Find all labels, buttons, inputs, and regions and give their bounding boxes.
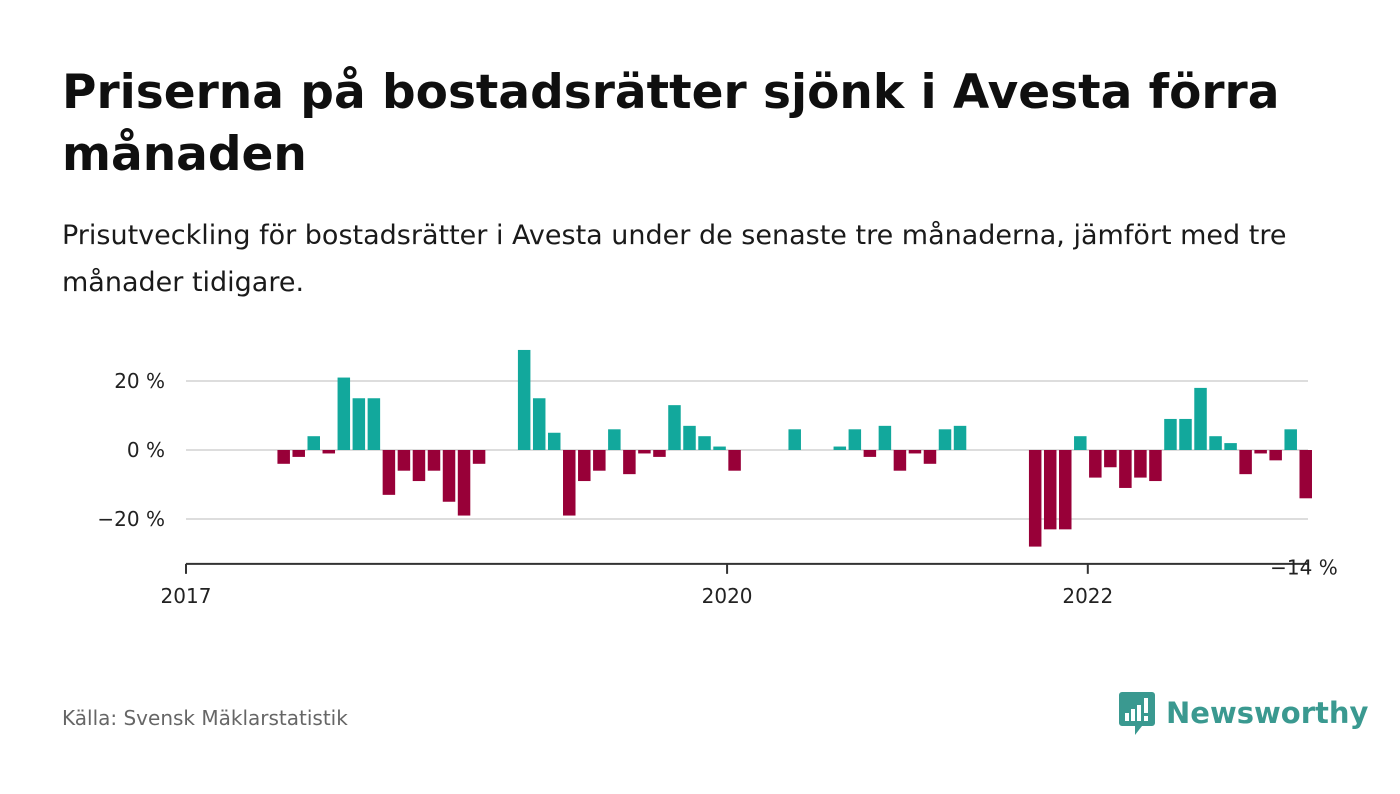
bar <box>307 436 320 450</box>
x-axis <box>185 562 1308 574</box>
bar <box>938 429 952 450</box>
bar <box>833 446 847 450</box>
bar <box>563 450 576 516</box>
x-tick-label: 2017 <box>161 584 212 608</box>
y-tick-label: 0 % <box>127 438 165 462</box>
bar <box>1043 450 1057 530</box>
bar <box>653 450 666 457</box>
bar <box>698 436 711 450</box>
bar <box>292 450 305 457</box>
bars <box>277 349 1312 547</box>
bar <box>1074 436 1087 450</box>
bar <box>1239 450 1252 475</box>
bar <box>457 450 471 516</box>
bar <box>863 450 877 457</box>
bar <box>337 377 351 450</box>
bar <box>1299 450 1312 499</box>
bar <box>547 432 561 450</box>
bar <box>923 450 937 464</box>
bar <box>728 450 741 471</box>
bar <box>953 425 967 450</box>
bar <box>578 450 591 482</box>
bar <box>1269 450 1282 461</box>
bar <box>1209 436 1222 450</box>
x-tick-label: 2022 <box>1062 584 1113 608</box>
bar <box>1089 450 1102 478</box>
bar <box>532 398 546 450</box>
bar <box>367 398 381 450</box>
bar <box>1194 387 1207 450</box>
tick-labels: 20 % 0 % −20 % −14 % 2017 2020 2022 <box>97 369 1337 608</box>
bar <box>1119 450 1132 488</box>
bar <box>352 398 366 450</box>
bar <box>623 450 636 475</box>
bar <box>1059 450 1072 530</box>
bar <box>1104 450 1117 468</box>
bar <box>322 450 336 454</box>
bar <box>1254 450 1267 454</box>
bar <box>277 450 290 464</box>
bar <box>1134 450 1147 478</box>
bar <box>472 450 486 464</box>
bar <box>1028 450 1042 547</box>
bar <box>788 429 801 450</box>
bar <box>713 446 726 450</box>
bar <box>1224 443 1237 450</box>
bar <box>908 450 922 454</box>
y-tick-label: −20 % <box>97 507 165 531</box>
newsworthy-logo-icon <box>1119 692 1155 735</box>
bar <box>608 429 621 450</box>
last-value-label: −14 % <box>1270 555 1338 579</box>
brand-name: Newsworthy <box>1166 696 1369 730</box>
chart-title: Priserna på bostadsrätter sjönk i Avesta… <box>62 65 1280 182</box>
bar <box>1164 418 1177 450</box>
bar <box>593 450 606 471</box>
x-tick-label: 2020 <box>702 584 753 608</box>
brand-logo: Newsworthy <box>1118 690 1368 736</box>
bar <box>412 450 426 482</box>
bar <box>638 450 651 454</box>
chart-subtitle: Prisutveckling för bostadsrätter i Avest… <box>62 220 1287 298</box>
bar <box>1179 418 1192 450</box>
bar <box>893 450 907 471</box>
bar <box>683 425 696 450</box>
bar <box>517 349 531 450</box>
bar <box>442 450 456 502</box>
bar <box>668 405 681 450</box>
bar-chart: 20 % 0 % −20 % −14 % 2017 2020 2022 <box>97 349 1338 608</box>
y-tick-label: 20 % <box>114 369 165 393</box>
bar <box>427 450 441 471</box>
source-note: Källa: Svensk Mäklarstatistik <box>62 706 348 730</box>
bar <box>1284 429 1297 450</box>
bar <box>397 450 411 471</box>
bar <box>1149 450 1162 482</box>
bar <box>878 425 892 450</box>
bar <box>382 450 396 495</box>
bar <box>848 429 862 450</box>
